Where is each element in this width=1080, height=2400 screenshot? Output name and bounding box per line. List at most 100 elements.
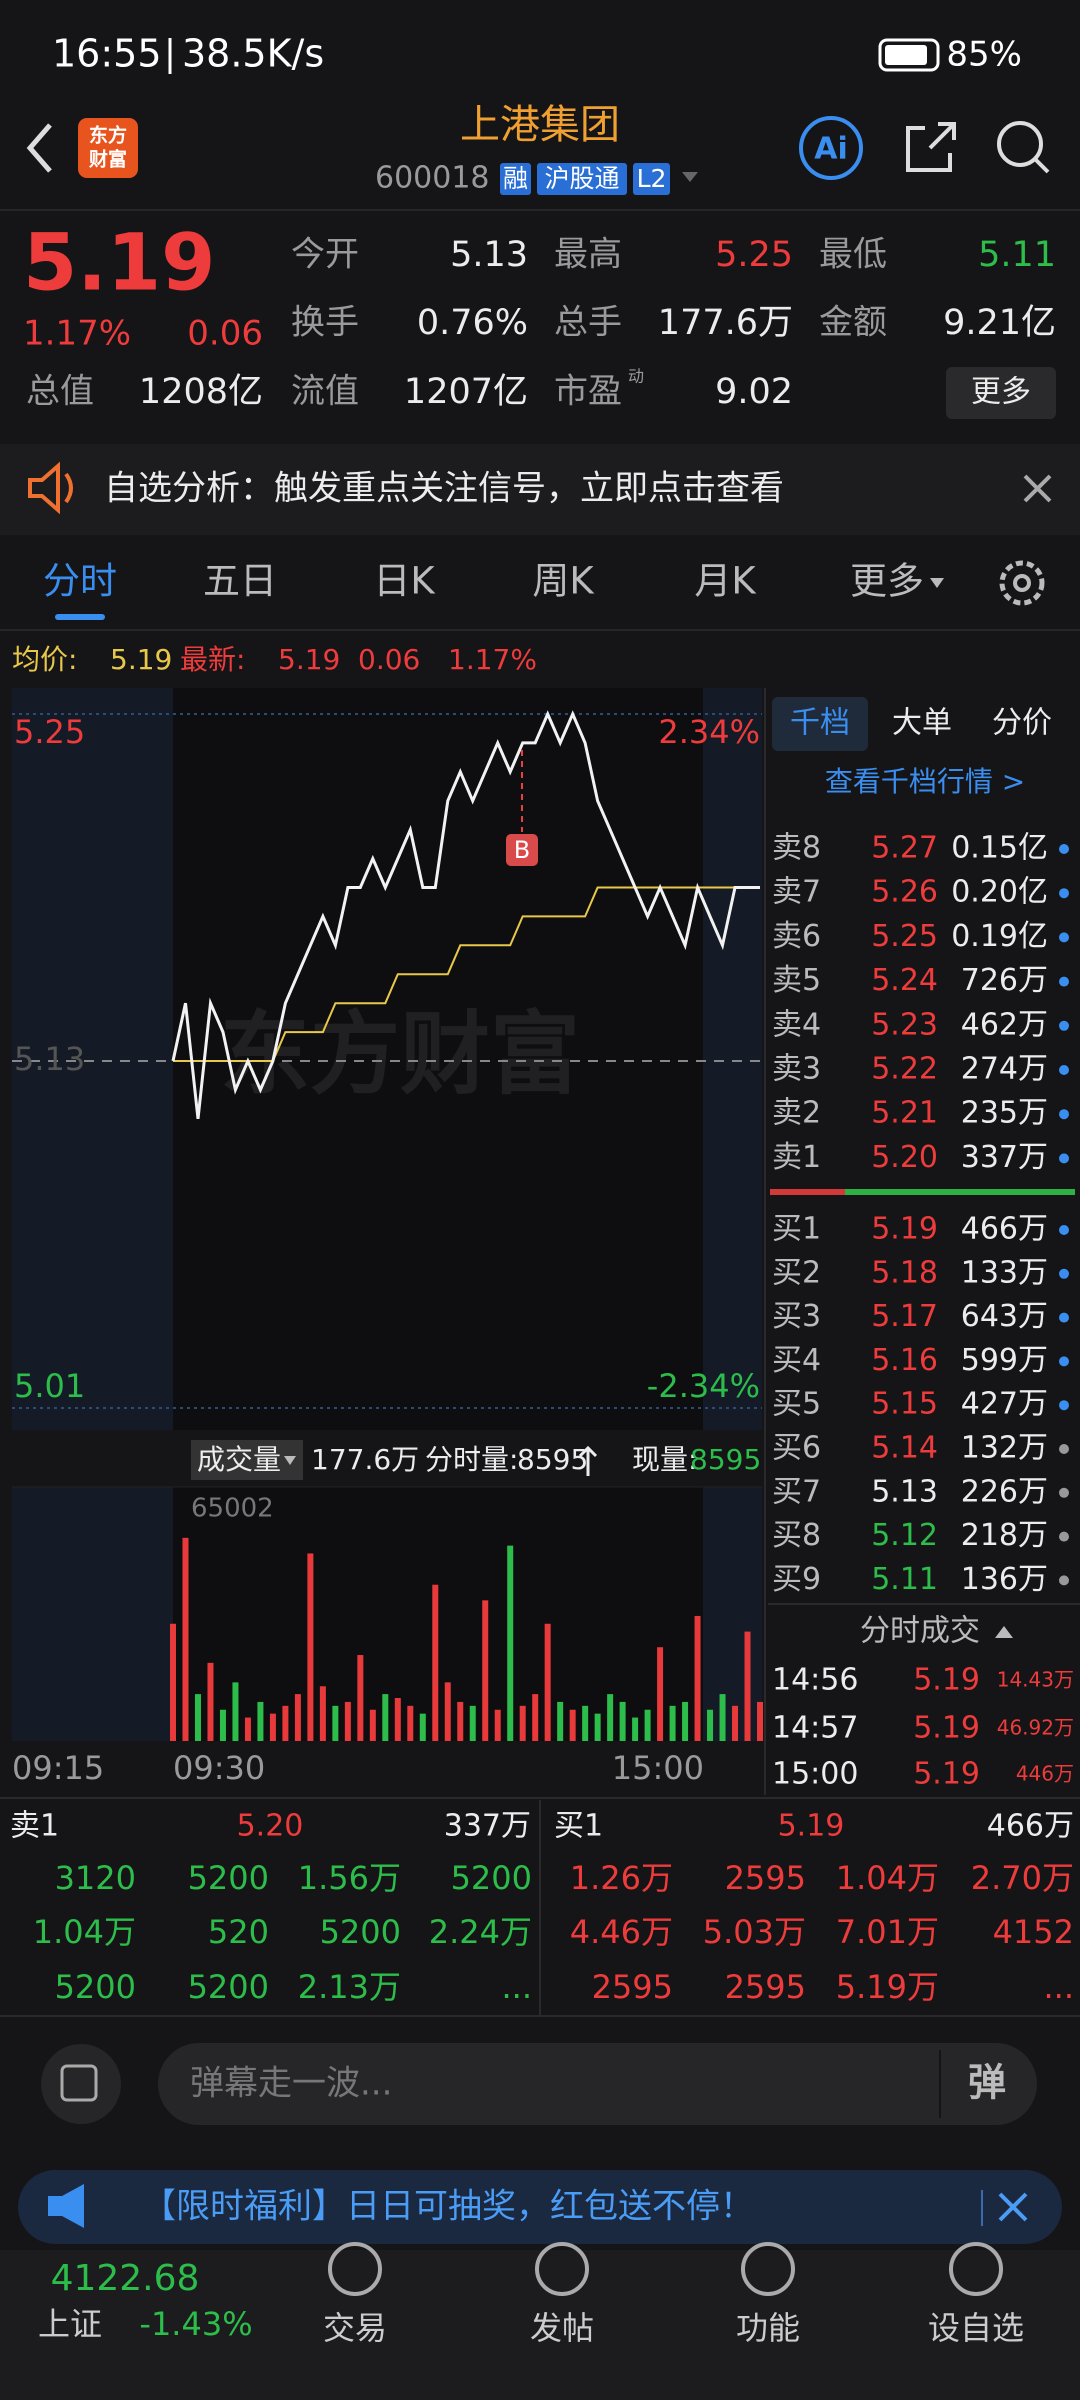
trade-volume: 14.43万 <box>997 1668 1074 1692</box>
book-link[interactable]: 查看千档行情 > <box>825 765 1025 798</box>
comment-placeholder[interactable]: 弹幕走一波... <box>190 2064 392 2104</box>
book-dot <box>1059 1268 1069 1279</box>
promo-close[interactable] <box>998 2192 1028 2222</box>
share-icon[interactable] <box>906 122 956 172</box>
queue-order: 5200 <box>451 1859 532 1897</box>
tab-underline <box>55 614 105 620</box>
index-value[interactable]: 4122.68 <box>51 2258 200 2299</box>
nav-label[interactable]: 设自选 <box>928 2309 1024 2347</box>
queue-order: 4.46万 <box>570 1913 673 1951</box>
tab[interactable]: 日K <box>373 560 436 603</box>
tab-active-bg <box>772 697 868 751</box>
nav-label[interactable]: 交易 <box>323 2309 387 2347</box>
avg-value: 5.19 <box>110 643 172 676</box>
index-change[interactable]: -1.43% <box>139 2305 252 2343</box>
book-price: 5.12 <box>871 1518 938 1553</box>
comment-input[interactable] <box>158 2043 1037 2125</box>
current-value: 8595 <box>690 1443 761 1476</box>
ai-button[interactable] <box>799 116 863 180</box>
banner-bg[interactable] <box>0 444 1080 535</box>
field-label: 金额 <box>819 303 887 343</box>
last-price: 5.19 <box>23 218 215 308</box>
queue-order: 1.04万 <box>836 1859 939 1897</box>
tab[interactable]: 周K <box>532 560 595 603</box>
trade-price: 5.19 <box>913 1757 980 1792</box>
book-tab[interactable]: 分价 <box>992 706 1052 741</box>
banner-text[interactable]: 自选分析：触发重点关注信号，立即点击查看 <box>104 469 784 509</box>
volume-bar <box>332 1705 339 1741</box>
book-volume: 337万 <box>961 1140 1048 1175</box>
nav-label[interactable]: 功能 <box>736 2309 800 2347</box>
status-time: 16:55 <box>52 32 162 76</box>
nav-label[interactable]: 发帖 <box>530 2309 594 2347</box>
book-volume: 599万 <box>961 1343 1048 1378</box>
battery: 85% <box>946 35 1022 75</box>
tab[interactable]: 更多 <box>850 560 924 603</box>
x-label: 09:30 <box>173 1749 265 1787</box>
volume-bar <box>344 1701 351 1741</box>
more-text[interactable]: 更多 <box>971 375 1031 410</box>
queue-order: ... <box>1043 1968 1074 2006</box>
x-label: 09:15 <box>12 1749 104 1787</box>
volume-bar <box>732 1705 739 1741</box>
field-label: 流值 <box>291 372 359 412</box>
volume-bar <box>532 1694 539 1741</box>
field-label: 最高 <box>554 235 622 275</box>
y2-tick-label: -2.34% <box>647 1367 760 1405</box>
search-icon[interactable] <box>997 121 1043 167</box>
volume-bar <box>619 1701 626 1741</box>
logo-text: 财富 <box>89 148 127 171</box>
promo-bg[interactable] <box>18 2170 1062 2244</box>
tab[interactable]: 分时 <box>43 560 117 603</box>
volume-bar <box>232 1682 239 1741</box>
tab[interactable]: 月K <box>694 560 757 603</box>
dropdown-arrow <box>682 172 698 182</box>
y-tick-label: 65002 <box>191 1494 274 1524</box>
y-tick-label: 5.13 <box>14 1040 85 1078</box>
trade-time: 15:00 <box>772 1757 858 1792</box>
more-button[interactable] <box>946 367 1056 419</box>
book-price: 5.24 <box>871 963 938 998</box>
speaker-icon <box>28 461 73 515</box>
book-dot <box>1059 1444 1069 1454</box>
volume-bar <box>182 1537 189 1741</box>
badge <box>537 163 627 195</box>
close-icon[interactable] <box>1023 474 1052 503</box>
nav-icon[interactable] <box>328 2242 382 2296</box>
trade-time: 14:56 <box>772 1663 858 1698</box>
current-label: 现量: <box>632 1443 697 1476</box>
y-tick-label: 5.25 <box>14 713 85 751</box>
volume-bar <box>669 1705 676 1741</box>
book-dot <box>1059 1487 1069 1498</box>
comment-icon <box>60 2064 98 2102</box>
index-name[interactable]: 上证 <box>38 2305 102 2343</box>
comment-icon-bg[interactable] <box>41 2044 121 2124</box>
avg-label: 均价: <box>12 643 77 676</box>
nav-icon[interactable] <box>741 2242 795 2296</box>
book-tab[interactable]: 大单 <box>892 706 952 741</box>
y2-tick-label: 2.34% <box>658 713 760 751</box>
nav-bg <box>0 2250 1080 2400</box>
logo <box>78 118 138 178</box>
field-label: 市盈 <box>554 372 622 412</box>
book-level: 卖5 <box>772 963 821 998</box>
nav-icon[interactable] <box>535 2242 589 2296</box>
danmaku-button[interactable]: 弹 <box>968 2061 1006 2105</box>
badge-text: 沪股通 <box>544 164 619 193</box>
settings-icon[interactable] <box>999 560 1045 606</box>
promo-text[interactable]: 【限时福利】日日可抽奖，红包送不停！ <box>142 2187 754 2227</box>
badge <box>633 163 670 195</box>
back-button[interactable] <box>26 123 52 173</box>
book-tab[interactable]: 千档 <box>790 706 850 741</box>
nav-icon[interactable] <box>949 2242 1003 2296</box>
queue-order: ... <box>501 1968 532 2006</box>
book-level: 卖8 <box>772 831 821 866</box>
tab[interactable]: 五日 <box>203 560 277 603</box>
ai-text[interactable]: Ai <box>814 132 848 167</box>
volume-bar <box>569 1709 576 1741</box>
volume-bar <box>282 1705 289 1741</box>
minute-label: 分时量: <box>425 1443 518 1476</box>
book-dot <box>1059 1356 1069 1367</box>
volume-bar <box>582 1705 589 1741</box>
